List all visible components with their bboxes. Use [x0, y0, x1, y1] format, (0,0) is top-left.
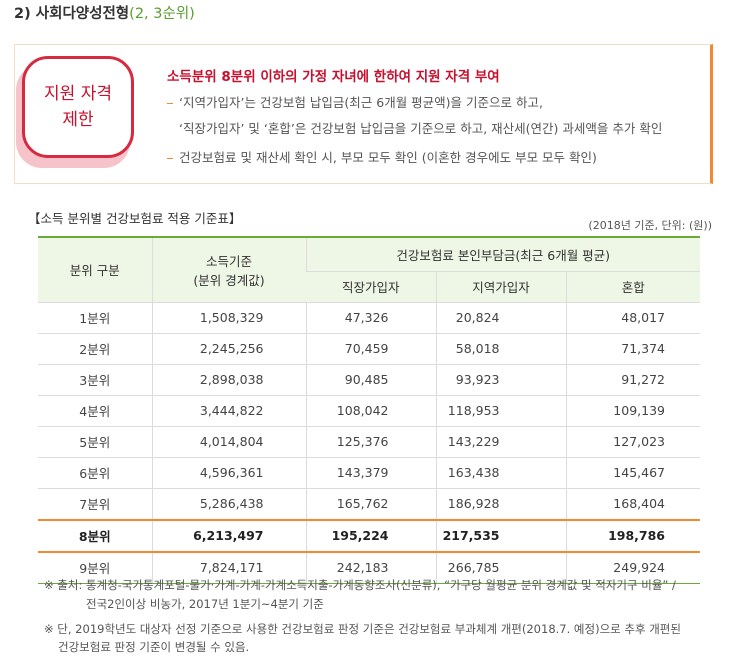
table-cell: 2분위: [38, 333, 152, 365]
note: ※ 출처: 통계청-국가통계포털-물가·가계-가계-가계소득지출-가계동향조사(…: [44, 578, 676, 592]
table-cell: 93,923: [435, 364, 566, 396]
table-cell: 242,183: [305, 551, 436, 584]
header-line: 소득기준: [205, 253, 252, 269]
table-cell: 143,379: [305, 457, 436, 489]
table-cell: 266,785: [435, 551, 566, 584]
note: ※ 단, 2019학년도 대상자 선정 기준으로 사용한 건강보험료 판정 기준…: [44, 622, 681, 636]
table-unit: (2018년 기준, 단위: (원)): [588, 219, 712, 232]
table-cell: 1,508,329: [151, 302, 306, 334]
dash: [167, 102, 173, 105]
item-text: ‘지역가입자’는 건강보험 납입금(최근 6개월 평균액)을 기준으로 하고,: [179, 95, 543, 110]
header-cell: 혼합: [565, 271, 700, 303]
table-cell: 91,272: [565, 364, 700, 396]
table-cell: 7분위: [38, 488, 152, 520]
table-cell: 5,286,438: [151, 488, 306, 520]
table-cell: 168,404: [565, 488, 700, 520]
table-cell: 7,824,171: [151, 551, 306, 584]
table-cell: 1분위: [38, 302, 152, 334]
header-cell: 지역가입자: [435, 271, 566, 303]
table-cell: 125,376: [305, 426, 436, 458]
header-cell: 직장가입자: [306, 271, 436, 303]
note: 건강보험료 판정 기준이 변경될 수 있음.: [58, 640, 250, 654]
table-cell: 4분위: [38, 395, 152, 427]
table-row: 6분위 4,596,361 143,379 163,438 145,467: [38, 457, 700, 489]
table-row: 1분위 1,508,329 47,326 20,824 48,017: [38, 302, 700, 334]
info-box: [14, 44, 713, 184]
box-title: 소득분위 8분위 이하의 가정 자녀에 한하여 지원 자격 부여: [167, 69, 500, 85]
badge-line: 지원 자격: [44, 84, 112, 104]
table-cell: 20,824: [435, 302, 566, 334]
table-cell: 2,245,256: [151, 333, 306, 365]
table-row: 8분위 6,213,497 195,224 217,535 198,786: [38, 518, 700, 553]
table-cell: 47,326: [305, 302, 436, 334]
table-cell: 186,928: [435, 488, 566, 520]
table-cell: 109,139: [565, 395, 700, 427]
table-cell: 6분위: [38, 457, 152, 489]
item-text: ‘직장가입자’ 및 ‘혼합’은 건강보험 납입금을 기준으로 하고, 재산세(연…: [179, 121, 663, 136]
header-cell: 분위 구분: [38, 236, 152, 303]
table-cell: 4,014,804: [151, 426, 306, 458]
dash: [167, 157, 173, 160]
table-cell: 163,438: [435, 457, 566, 489]
box-item: ‘직장가입자’ 및 ‘혼합’은 건강보험 납입금을 기준으로 하고, 재산세(연…: [167, 116, 662, 142]
table-cell: 198,786: [565, 518, 700, 553]
table-cell: 127,023: [565, 426, 700, 458]
table-row: 9분위 7,824,171 242,183 266,785 249,924: [38, 551, 700, 584]
table-cell: 3분위: [38, 364, 152, 396]
table-cell: 249,924: [565, 551, 700, 584]
table-cell: 90,485: [305, 364, 436, 396]
item-text: 건강보험료 및 재산세 확인 시, 부모 모두 확인 (이혼한 경우에도 부모 …: [179, 150, 597, 165]
table-row: 4분위 3,444,822 108,042 118,953 109,139: [38, 395, 700, 427]
heading: 2) 사회다양성전형(2, 3순위): [14, 2, 195, 23]
table: 분위 구분 소득기준 (분위 경계값) 건강보험료 본인부담금(최근 6개월 평균…: [38, 236, 700, 584]
table-cell: 118,953: [435, 395, 566, 427]
box-item: 건강보험료 및 재산세 확인 시, 부모 모두 확인 (이혼한 경우에도 부모 …: [167, 145, 597, 171]
table-cell: 71,374: [565, 333, 700, 365]
table-row: 5분위 4,014,804 125,376 143,229 127,023: [38, 426, 700, 458]
heading-title: 2) 사회다양성전형: [14, 6, 130, 22]
table-cell: 58,018: [435, 333, 566, 365]
table-cell: 165,762: [305, 488, 436, 520]
badge-line: 제한: [62, 110, 94, 130]
table-cell: 217,535: [435, 518, 566, 553]
table-cell: 6,213,497: [151, 518, 306, 553]
heading-sub: (2, 3순위): [129, 6, 195, 22]
table-row: 3분위 2,898,038 90,485 93,923 91,272: [38, 364, 700, 396]
table-cell: 3,444,822: [151, 395, 306, 427]
table-cell: 108,042: [305, 395, 436, 427]
table-cell: 70,459: [305, 333, 436, 365]
table-cell: 145,467: [565, 457, 700, 489]
table-cell: 5분위: [38, 426, 152, 458]
table-cell: 4,596,361: [151, 457, 306, 489]
table-cell: 8분위: [38, 518, 152, 553]
table-title: 【소득 분위별 건강보험료 적용 기준표】: [28, 211, 242, 226]
table-cell: 2,898,038: [151, 364, 306, 396]
note: 전국2인이상 비농가, 2017년 1분기~4분기 기준: [86, 597, 324, 611]
header-cell: 소득기준 (분위 경계값): [151, 236, 306, 303]
box-item: ‘지역가입자’는 건강보험 납입금(최근 6개월 평균액)을 기준으로 하고,: [167, 90, 543, 116]
header-cell: 건강보험료 본인부담금(최근 6개월 평균): [305, 236, 700, 272]
table-body: 1분위 1,508,329 47,326 20,824 48,017 2분위 2,245,2…: [38, 302, 700, 584]
table-cell: 195,224: [305, 518, 436, 553]
table-cell: 9분위: [38, 551, 152, 584]
table-cell: 48,017: [565, 302, 700, 334]
table-row: 2분위 2,245,256 70,459 58,018 71,374: [38, 333, 700, 365]
header-line: (분위 경계값): [193, 272, 265, 288]
table-cell: 143,229: [435, 426, 566, 458]
badge: 지원 자격 제한: [22, 56, 134, 158]
table-row: 7분위 5,286,438 165,762 186,928 168,404: [38, 488, 700, 520]
